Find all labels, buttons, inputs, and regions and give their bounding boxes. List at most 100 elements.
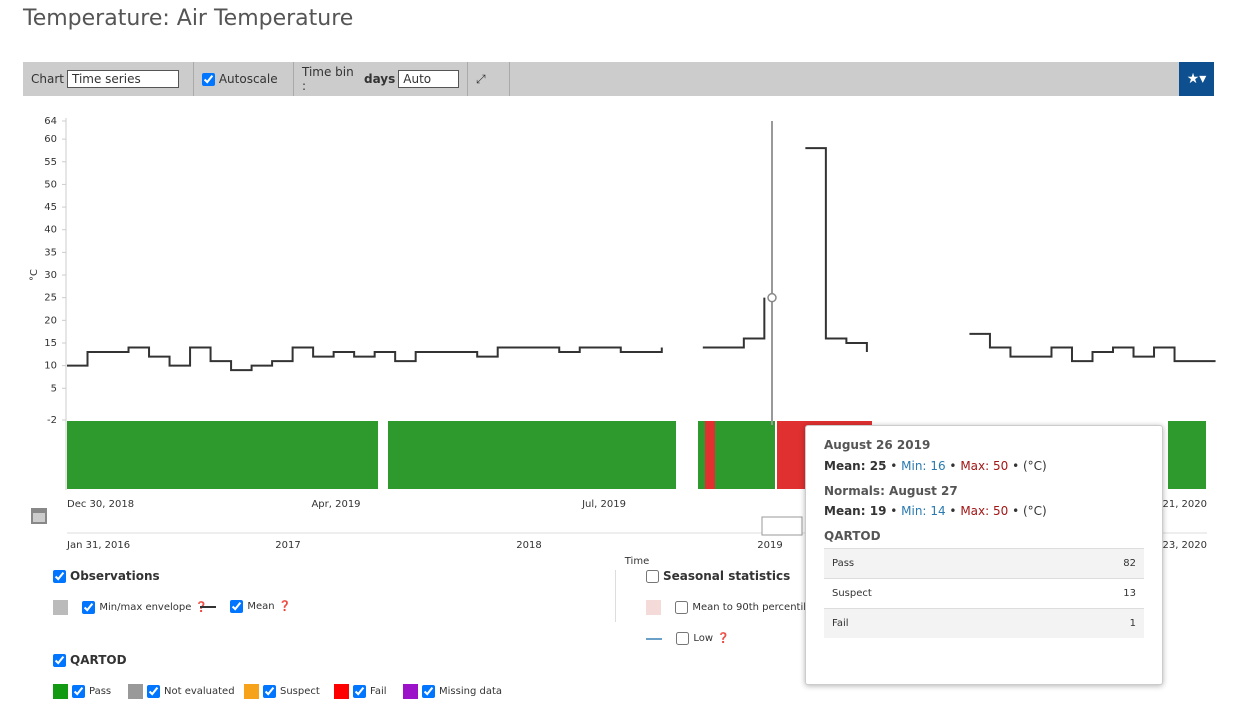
x-tick-label: Dec 30, 2018 [67, 499, 134, 510]
autoscale-label: Autoscale [218, 72, 278, 86]
navigator-handle[interactable] [761, 516, 803, 536]
navigator-label: Oct 23, 2020 [1142, 540, 1207, 551]
qartod-strip [67, 421, 1206, 489]
y-tick-label: 64 [44, 116, 57, 127]
qartod-row: Pass 82 [824, 548, 1144, 579]
flag-checkbox[interactable] [263, 685, 276, 698]
y-tick-label: 55 [44, 157, 57, 168]
y-tick-label: 60 [44, 134, 57, 145]
envelope-toggle[interactable]: Min/max envelope ❓ [53, 600, 208, 615]
tooltip: August 26 2019 Mean: 25 • Min: 16 • Max:… [805, 425, 1163, 685]
flag-count: 1 [1035, 608, 1144, 638]
favorite-button[interactable]: ★▾ [1179, 62, 1214, 96]
qartod-table: Pass 82 Suspect 13 Fail 1 [824, 548, 1144, 638]
seasonal-toggle[interactable]: Seasonal statistics [646, 569, 790, 583]
time-bin-select[interactable]: Auto [398, 70, 459, 88]
y-tick-label: 10 [44, 361, 57, 372]
flag-toggle[interactable]: Suspect [244, 684, 320, 699]
y-tick-label: 45 [44, 202, 57, 213]
normals-values: Mean: 19 • Min: 14 • Max: 50 • (°C) [824, 504, 1047, 518]
mean-line [67, 147, 1216, 372]
flag-toggle[interactable]: Fail [334, 684, 387, 699]
flag-swatch [128, 684, 143, 699]
mean-toggle[interactable]: Mean ❓ [200, 600, 291, 613]
flag-toggle[interactable]: Pass [53, 684, 111, 699]
flag-swatch [53, 684, 68, 699]
mean-value: 19 [869, 504, 887, 518]
tooltip-date: August 26 2019 [824, 438, 931, 452]
flag-checkbox[interactable] [72, 685, 85, 698]
flag-swatch [403, 684, 418, 699]
toolbar: Chart Time series Autoscale Time bin : da… [23, 62, 1214, 96]
flag-name: Fail [824, 608, 1036, 638]
min-value: 16 [930, 459, 946, 473]
flag-label: Missing data [439, 686, 502, 697]
y-tick-label: 15 [44, 338, 57, 349]
observations-label: Observations [70, 569, 160, 583]
unit: (°C) [1023, 459, 1047, 473]
percentile-label: Mean to 90th percentile [692, 602, 813, 613]
time-bin-label: Time bin : [302, 65, 354, 93]
y-tick-label: 35 [44, 247, 57, 258]
chart-group: Chart Time series [23, 62, 194, 96]
qartod-label: QARTOD [70, 653, 127, 667]
y-tick-label: 25 [44, 293, 57, 304]
y-tick-label: 30 [44, 270, 57, 281]
flag-label: Pass [89, 686, 112, 697]
fullscreen-button[interactable]: ⤢ [468, 62, 510, 96]
low-label: Low [693, 633, 714, 644]
divider [615, 570, 616, 622]
navigator-label: 2018 [516, 540, 541, 551]
mean-value: 25 [869, 459, 887, 473]
qartod-row: Fail 1 [824, 608, 1144, 638]
navigator-label: 2017 [275, 540, 300, 551]
flag-toggle[interactable]: Not evaluated [128, 684, 235, 699]
low-toggle[interactable]: Low ❓ [646, 632, 730, 645]
flag-name: Suspect [824, 578, 1036, 609]
x-tick-label: Apr, 2019 [311, 499, 360, 510]
chart-label: Chart [31, 72, 64, 86]
flag-swatch [334, 684, 349, 699]
x-tick-label: Jul, 2019 [581, 499, 626, 510]
label: Min: [901, 459, 927, 473]
autoscale-checkbox[interactable] [202, 72, 215, 86]
flag-swatch [244, 684, 259, 699]
navigator-label: Jan 31, 2016 [66, 540, 130, 551]
percentile-toggle[interactable]: Mean to 90th percentile❓ [646, 600, 829, 615]
qartod-row: Suspect 13 [824, 578, 1144, 609]
flag-name: Pass [824, 548, 1036, 579]
seasonal-label: Seasonal statistics [663, 569, 791, 583]
qartod-toggle[interactable]: QARTOD [53, 653, 127, 667]
navigator-label: 2019 [757, 540, 782, 551]
unit: (°C) [1023, 504, 1047, 518]
normals-title: Normals: August 27 [824, 484, 958, 498]
flag-toggle[interactable]: Missing data [403, 684, 502, 699]
flag-checkbox[interactable] [353, 685, 366, 698]
min-value: 14 [930, 504, 946, 518]
flag-count: 82 [1035, 548, 1144, 579]
time-bin-unit: days [363, 72, 396, 86]
label: Mean: [824, 459, 866, 473]
x-axis-title: Time [624, 556, 649, 567]
observations-toggle[interactable]: Observations [53, 569, 160, 583]
y-tick-label: -2 [47, 415, 57, 426]
chart-select[interactable]: Time series [66, 70, 179, 88]
max-value: 50 [993, 504, 1009, 518]
flag-checkbox[interactable] [422, 685, 435, 698]
tooltip-values: Mean: 25 • Min: 16 • Max: 50 • (°C) [824, 459, 1047, 473]
flag-checkbox[interactable] [147, 685, 160, 698]
flag-label: Fail [370, 686, 387, 697]
max-value: 50 [993, 459, 1009, 473]
x-tick-label: Jan 21, 2020 [1143, 499, 1207, 510]
time-bin-group: Time bin : days Auto [294, 62, 468, 96]
y-axis-label: °C [29, 269, 40, 281]
autoscale-group: Autoscale [194, 62, 294, 96]
y-tick-label: 20 [44, 315, 57, 326]
flag-label: Not evaluated [164, 686, 235, 697]
flag-label: Suspect [280, 686, 320, 697]
calendar-icon[interactable] [31, 508, 47, 524]
flag-count: 13 [1035, 578, 1144, 609]
label: Max: [960, 504, 990, 518]
